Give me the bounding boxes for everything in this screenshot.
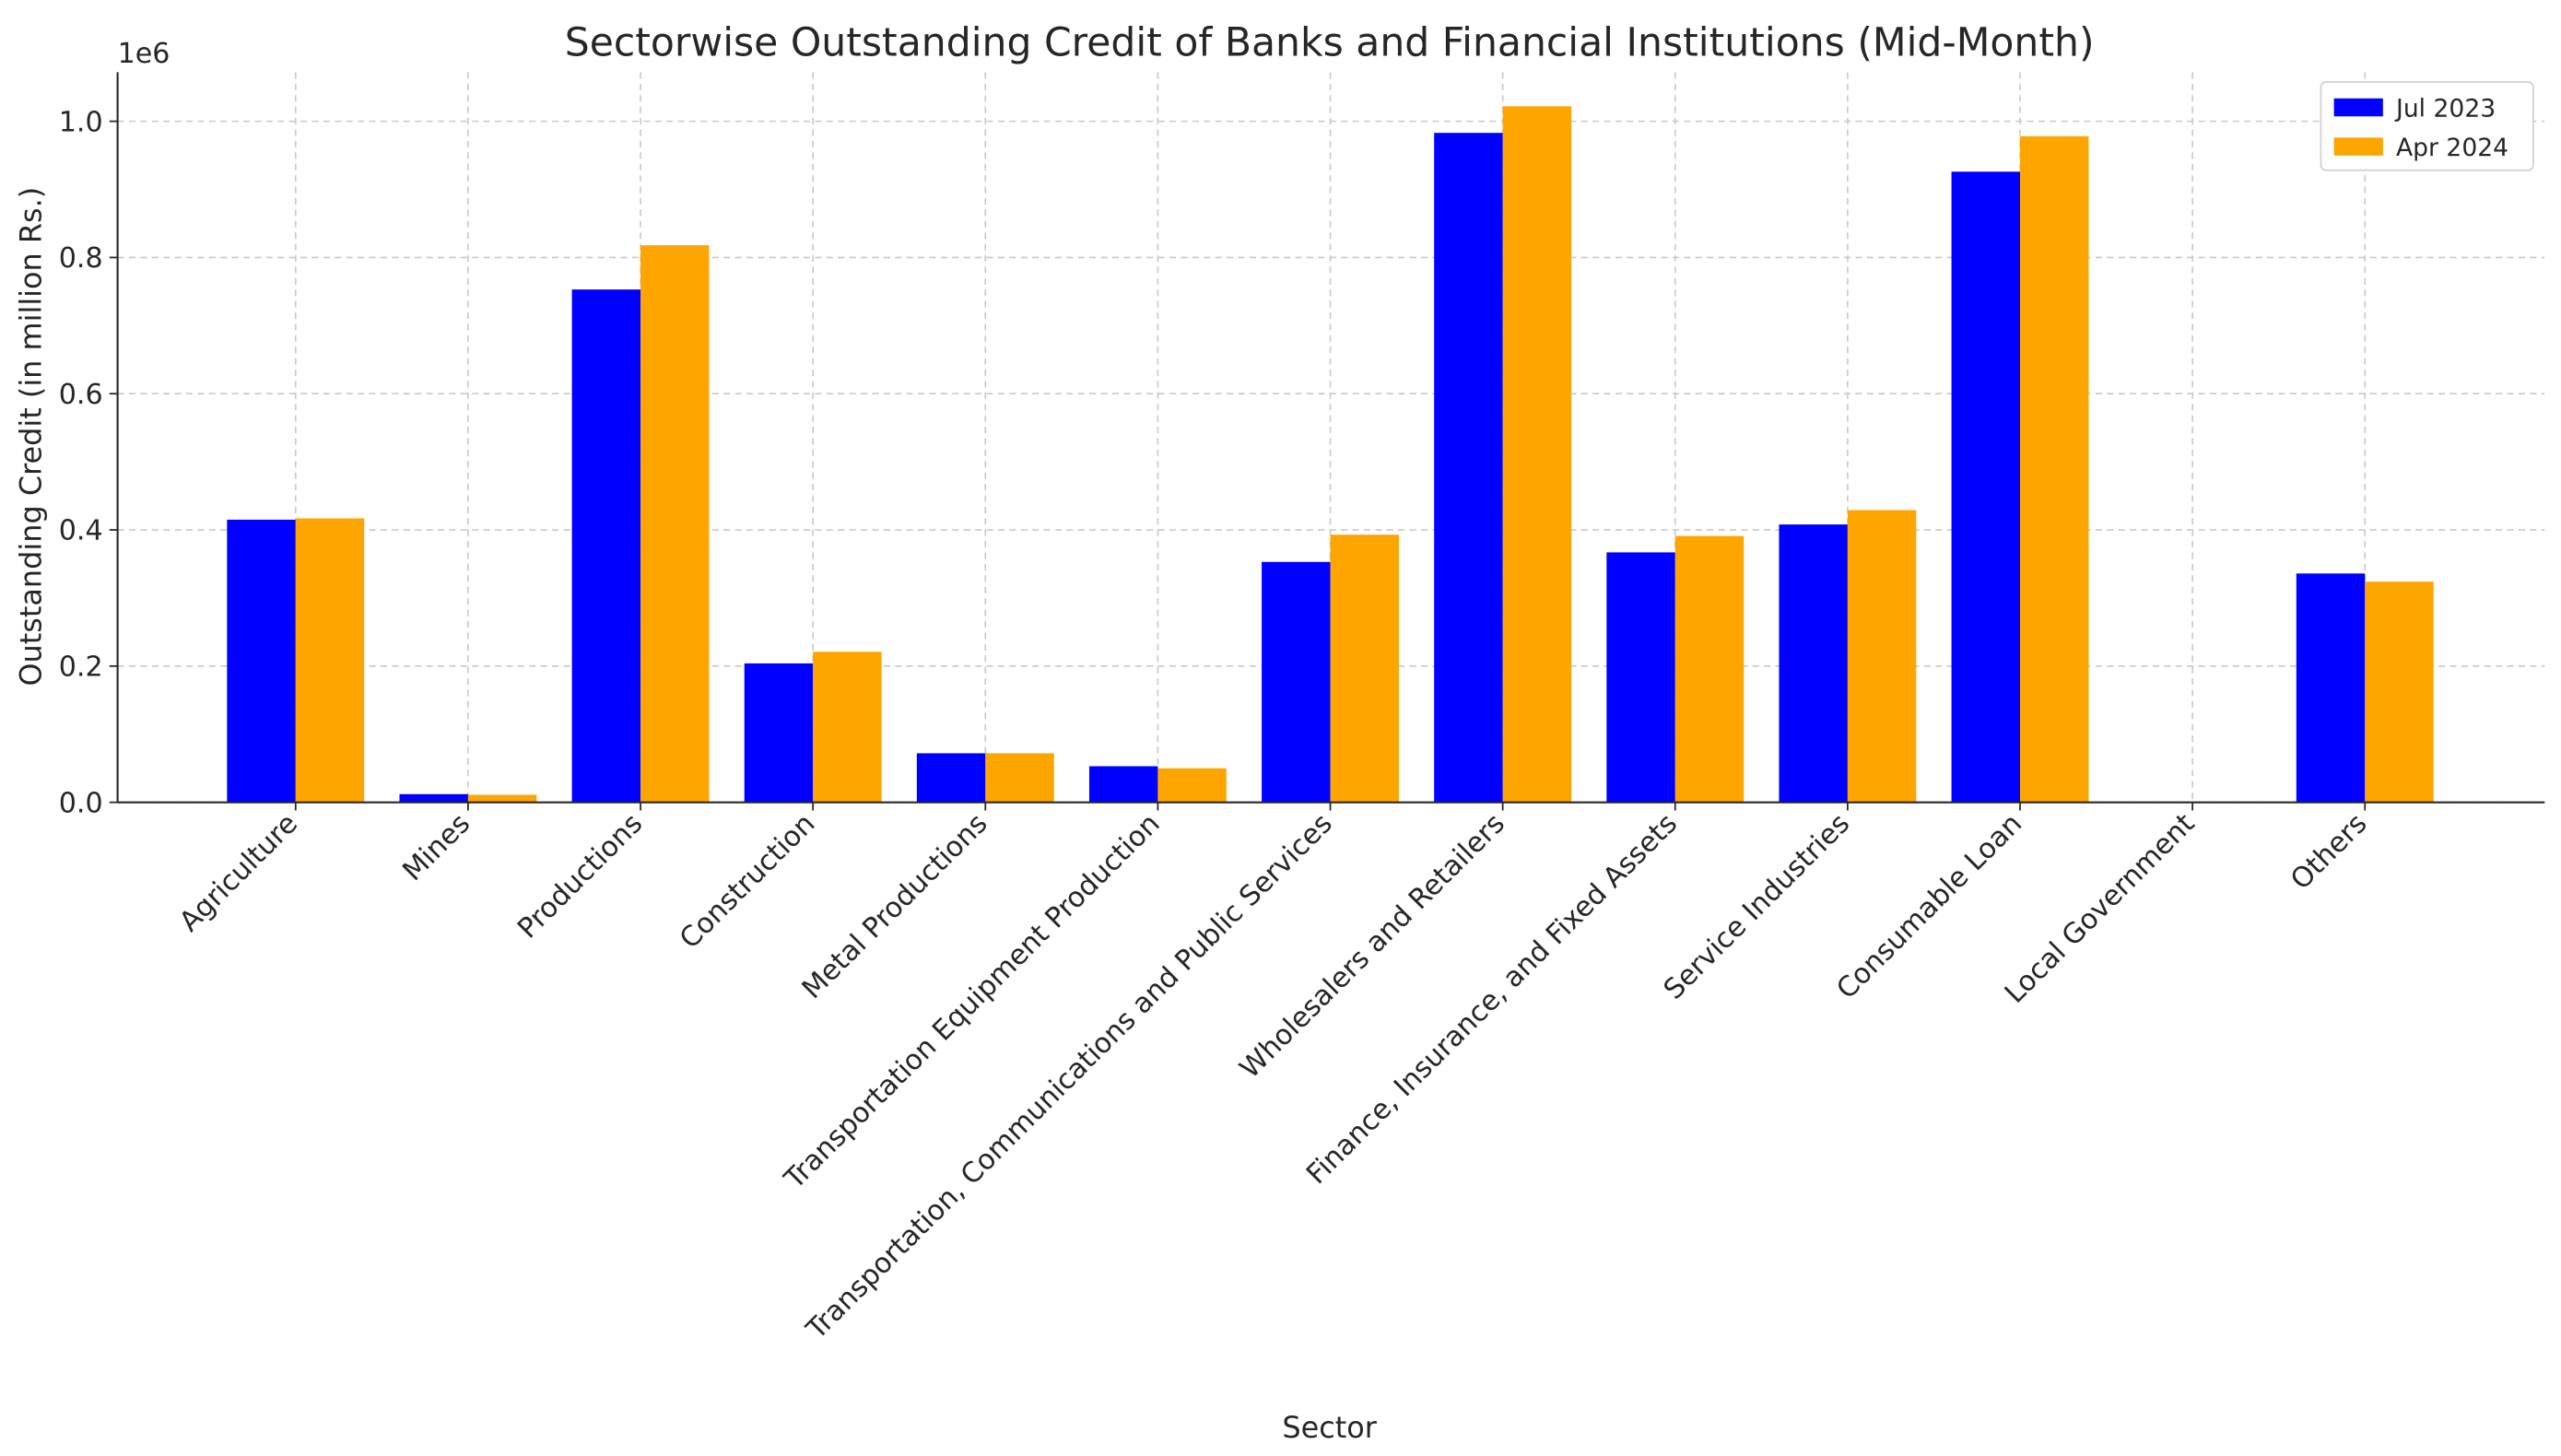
bar xyxy=(916,753,986,803)
x-tick-label: Service Industries xyxy=(1658,807,1856,1005)
x-tick-label: Others xyxy=(2285,807,2373,896)
bar xyxy=(744,663,814,803)
bar xyxy=(640,245,710,803)
x-tick-label: Transportation Equipment Production xyxy=(778,807,1167,1196)
bar xyxy=(813,652,882,803)
bar xyxy=(571,289,641,803)
y-axis-label: Outstanding Credit (in million Rs.) xyxy=(13,187,48,687)
legend-swatch xyxy=(2333,98,2383,117)
bar xyxy=(1502,106,1572,803)
bar xyxy=(227,519,296,803)
legend-swatch xyxy=(2333,137,2383,156)
bar xyxy=(2020,135,2089,803)
x-axis-label: Sector xyxy=(1282,1410,1377,1445)
x-tick-label: Consumable Loan xyxy=(1830,807,2028,1005)
bar xyxy=(2365,581,2434,803)
chart-title: Sectorwise Outstanding Credit of Banks a… xyxy=(565,21,2095,66)
x-tick-label: Productions xyxy=(511,807,649,945)
bar xyxy=(1674,535,1745,803)
bar xyxy=(1847,510,1917,803)
y-tick-label: 0.6 xyxy=(59,379,103,411)
bar xyxy=(399,793,468,803)
bar xyxy=(295,518,365,803)
y-tick-label: 0.4 xyxy=(59,515,103,547)
bar xyxy=(1088,766,1158,803)
x-tick-label: Metal Productions xyxy=(796,807,994,1005)
bar xyxy=(467,794,537,803)
legend: Jul 2023 Apr 2024 xyxy=(2320,81,2534,171)
x-tick-label: Construction xyxy=(674,807,821,955)
legend-label: Apr 2024 xyxy=(2396,134,2508,162)
x-tick-label: Agriculture xyxy=(173,807,304,938)
x-tick-label: Mines xyxy=(396,807,476,887)
bar xyxy=(1951,171,2021,803)
bar xyxy=(1157,768,1227,803)
bar xyxy=(1330,534,1399,803)
x-tick-label: Local Government xyxy=(1999,807,2202,1010)
legend-label: Jul 2023 xyxy=(2394,94,2496,123)
bar xyxy=(1779,524,1848,803)
bar xyxy=(1262,561,1331,803)
bar xyxy=(1434,133,1503,803)
bar xyxy=(1606,552,1675,803)
y-tick-label: 0.2 xyxy=(59,651,103,683)
y-tick-label: 1.0 xyxy=(59,106,103,138)
y-tick-label: 0.0 xyxy=(59,787,103,819)
bar xyxy=(2296,573,2366,803)
y-offset-label: 1e6 xyxy=(118,38,170,70)
bar xyxy=(985,753,1054,803)
y-tick-label: 0.8 xyxy=(59,242,103,275)
x-tick-label: Finance, Insurance, and Fixed Assets xyxy=(1300,807,1684,1191)
